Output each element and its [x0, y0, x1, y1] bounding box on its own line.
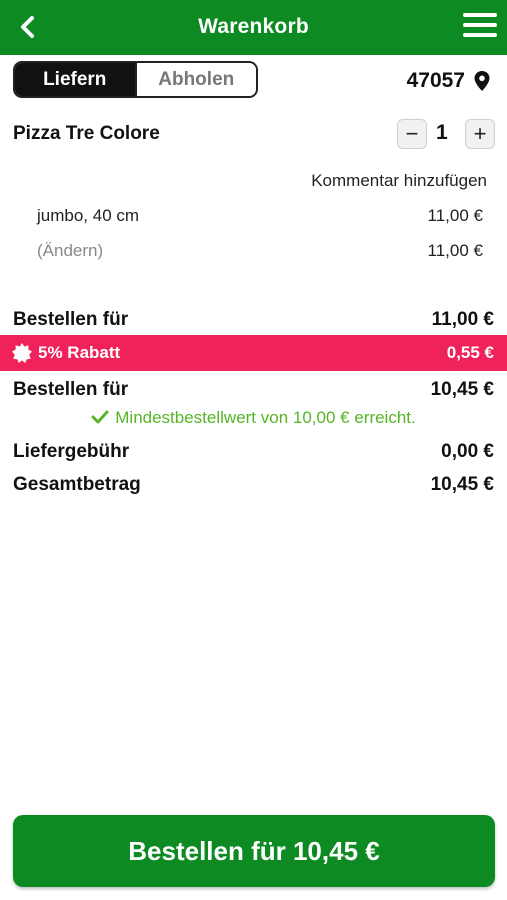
delivery-fee-value: 0,00 €: [441, 441, 494, 462]
hamburger-menu-icon[interactable]: [463, 13, 497, 41]
delivery-mode-toggle: Liefern Abholen: [13, 61, 258, 98]
min-order-message: Mindestbestellwert von 10,00 € erreicht.: [0, 408, 507, 428]
checkout-button[interactable]: Bestellen für 10,45 €: [13, 815, 495, 887]
cart-item-name: Pizza Tre Colore: [13, 123, 160, 144]
page-title: Warenkorb: [198, 15, 309, 38]
change-item-link[interactable]: (Ändern): [37, 241, 104, 260]
discount-banner: 5% Rabatt 0,55 €: [0, 335, 507, 371]
discount-value: 0,55 €: [446, 343, 494, 362]
pickup-toggle-button[interactable]: Abholen: [134, 63, 256, 96]
top-app-bar: Warenkorb: [0, 0, 507, 55]
grand-total-value: 10,45 €: [430, 474, 494, 495]
item-variant: jumbo, 40 cm: [37, 206, 140, 225]
checkmark-icon: [91, 410, 109, 424]
discounted-total-value: 10,45 €: [430, 379, 494, 400]
quantity-value: 1: [436, 121, 448, 144]
discounted-total-label: Bestellen für: [13, 379, 129, 400]
item-variant-price: 11,00 €: [427, 206, 483, 225]
location-pin-icon[interactable]: [473, 70, 491, 92]
discount-badge-icon: [12, 343, 32, 363]
quantity-increase-button[interactable]: +: [465, 119, 495, 149]
quantity-decrease-button[interactable]: −: [397, 119, 427, 149]
deliver-toggle-button[interactable]: Liefern: [15, 63, 135, 96]
grand-total-label: Gesamtbetrag: [13, 474, 141, 495]
discount-label: 5% Rabatt: [38, 343, 121, 362]
min-order-text: Mindestbestellwert von 10,00 € erreicht.: [115, 408, 416, 427]
subtotal-value: 11,00 €: [431, 309, 494, 330]
add-comment-link[interactable]: Kommentar hinzufügen: [311, 171, 487, 190]
chevron-left-icon[interactable]: [14, 13, 42, 41]
subtotal-label: Bestellen für: [13, 309, 129, 330]
item-total-price: 11,00 €: [427, 241, 483, 260]
delivery-fee-label: Liefergebühr: [13, 441, 130, 462]
zip-code[interactable]: 47057: [406, 69, 465, 92]
